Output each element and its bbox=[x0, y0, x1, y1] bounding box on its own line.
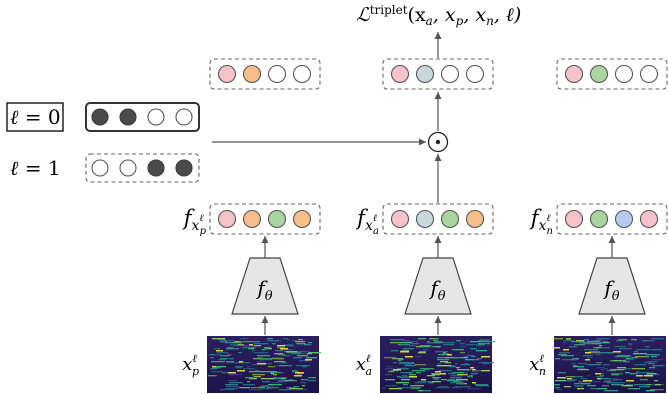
masked-embedding-box bbox=[556, 58, 668, 90]
masked-embedding-circle bbox=[440, 64, 460, 84]
condition-highlight-frame bbox=[6, 102, 64, 132]
masked-embedding-circle bbox=[465, 64, 485, 84]
masked-embedding-negative bbox=[556, 58, 668, 90]
masked-embedding-circle bbox=[589, 64, 609, 84]
mask-circle bbox=[147, 159, 165, 177]
spectrogram-positive bbox=[207, 336, 321, 393]
masked-embedding-box bbox=[382, 58, 494, 90]
input-label-negative: xℓ n bbox=[529, 352, 546, 378]
mask-circle bbox=[147, 108, 165, 126]
mask-circle bbox=[175, 108, 193, 126]
mask-box-active bbox=[85, 102, 200, 132]
embedding-box-negative bbox=[556, 203, 668, 235]
embedding-circle bbox=[440, 209, 460, 229]
condition-row-1: ℓ = 1 bbox=[10, 153, 200, 183]
embedding-circle bbox=[564, 209, 584, 229]
masked-embedding-circle bbox=[639, 64, 659, 84]
masked-embedding-circle bbox=[217, 64, 237, 84]
elementwise-product-operator bbox=[427, 131, 449, 153]
input-label-positive: xℓ p bbox=[182, 352, 199, 378]
masked-embedding-circle bbox=[390, 64, 410, 84]
embedding-circle bbox=[267, 209, 287, 229]
embedding-label-positive: fxℓ p bbox=[182, 206, 207, 237]
mask-circle bbox=[119, 108, 137, 126]
masked-embedding-circle bbox=[242, 64, 262, 84]
embedding-circle bbox=[217, 209, 237, 229]
embedding-box-anchor bbox=[382, 203, 494, 235]
condition-label: ℓ = 0 bbox=[10, 105, 61, 129]
masked-embedding-circle bbox=[415, 64, 435, 84]
embedding-circle bbox=[465, 209, 485, 229]
condition-label: ℓ = 1 bbox=[10, 156, 61, 180]
spectrogram-anchor bbox=[380, 336, 495, 393]
embedding-box-positive bbox=[209, 203, 321, 235]
masked-embedding-positive bbox=[209, 58, 321, 90]
encoder-block-negative bbox=[578, 257, 646, 315]
encoder-block-anchor bbox=[404, 257, 472, 315]
masked-embedding-box bbox=[209, 58, 321, 90]
embedding-circle bbox=[639, 209, 659, 229]
masked-embedding-circle bbox=[564, 64, 584, 84]
input-label-anchor: xℓ a bbox=[356, 352, 372, 378]
masked-embedding-anchor bbox=[382, 58, 494, 90]
mask-circle bbox=[91, 108, 109, 126]
embedding-circle bbox=[589, 209, 609, 229]
condition-row-0: ℓ = 0 bbox=[6, 102, 200, 132]
embedding-label-negative: fxℓ n bbox=[529, 206, 553, 237]
loss-label: ℒtriplet(xa, xp, xn, ℓ) bbox=[356, 3, 521, 28]
embedding-circle bbox=[292, 209, 312, 229]
encoder-block-positive bbox=[231, 257, 299, 315]
masked-embedding-circle bbox=[614, 64, 634, 84]
embedding-circle bbox=[614, 209, 634, 229]
masked-embedding-circle bbox=[267, 64, 287, 84]
mask-box bbox=[85, 153, 200, 183]
mask-circle bbox=[91, 159, 109, 177]
mask-circle bbox=[175, 159, 193, 177]
mask-circle bbox=[119, 159, 137, 177]
embedding-label-anchor: fxℓ a bbox=[355, 206, 379, 237]
embedding-circle bbox=[415, 209, 435, 229]
spectrogram-negative bbox=[554, 336, 666, 393]
masked-embedding-circle bbox=[292, 64, 312, 84]
embedding-circle bbox=[242, 209, 262, 229]
embedding-circle bbox=[390, 209, 410, 229]
